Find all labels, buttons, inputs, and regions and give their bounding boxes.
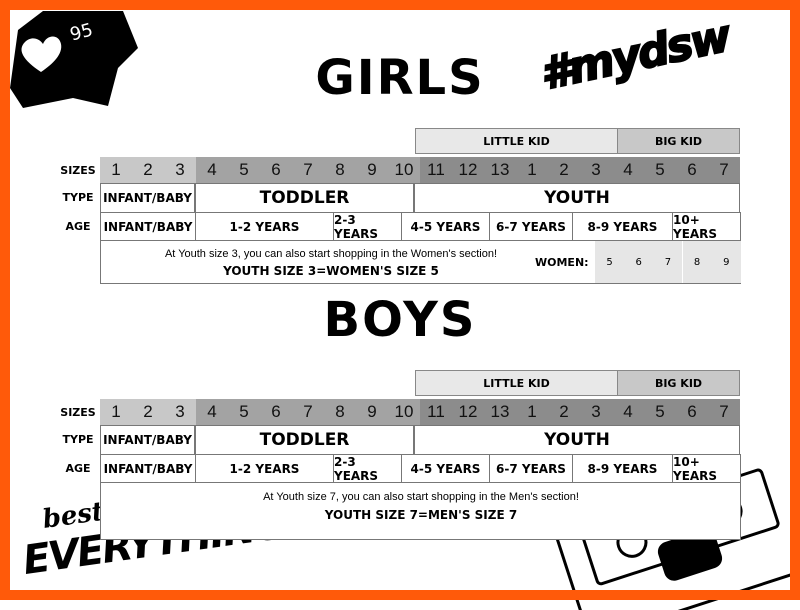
size-cell[interactable]: 3 [580, 157, 612, 183]
age-cell: 1-2 YEARS [195, 454, 334, 483]
size-cell[interactable]: 3 [164, 399, 196, 425]
age-cell: 8-9 YEARS [572, 212, 673, 241]
size-cell[interactable]: 5 [644, 399, 676, 425]
girls-size-chart: GIRLS LITTLE KID BIG KID SIZES TYPE AGE 1 2 3 4 5 6… [0, 50, 800, 290]
chart-title: BOYS [323, 292, 477, 348]
age-cell: 10+ YEARS [672, 212, 741, 241]
type-cell: TODDLER [195, 425, 414, 455]
age-cell: 6-7 YEARS [489, 212, 573, 241]
size-cell[interactable]: 2 [132, 157, 164, 183]
size-cell[interactable]: 7 [292, 157, 324, 183]
size-cell[interactable]: 4 [612, 157, 644, 183]
note-line-2: YOUTH SIZE 3=WOMEN'S SIZE 5 [223, 264, 439, 278]
size-cell[interactable]: 11 [420, 399, 452, 425]
size-cell[interactable]: 7 [708, 399, 740, 425]
size-cell[interactable]: 13 [484, 399, 516, 425]
note-line-1: At Youth size 3, you can also start shop… [164, 248, 498, 260]
size-cell[interactable]: 4 [196, 157, 228, 183]
age-cell: 10+ YEARS [672, 454, 741, 483]
type-cell: TODDLER [195, 183, 414, 213]
heart-icon [10, 11, 138, 108]
sizes-label: SIZES [60, 406, 96, 419]
type-label: TYPE [62, 433, 94, 446]
type-cell: YOUTH [414, 183, 740, 213]
women-size-cell: 5 [595, 241, 624, 283]
size-cell[interactable]: 13 [484, 157, 516, 183]
size-cell[interactable]: 5 [644, 157, 676, 183]
age-label: AGE [65, 220, 91, 233]
size-cell[interactable]: 1 [516, 399, 548, 425]
age-cell: INFANT/BABY [100, 212, 196, 241]
little-kid-header: LITTLE KID [415, 370, 618, 396]
size-cell[interactable]: 10 [388, 399, 420, 425]
size-cell[interactable]: 2 [548, 399, 580, 425]
type-label: TYPE [62, 191, 94, 204]
age-cell: 2-3 YEARS [333, 454, 402, 483]
size-cell[interactable]: 10 [388, 157, 420, 183]
age-cell: 1-2 YEARS [195, 212, 334, 241]
note-box: At Youth size 7, you can also start shop… [100, 482, 741, 540]
women-size-cell: 7 [653, 241, 683, 283]
size-cell[interactable]: 5 [228, 157, 260, 183]
type-cell: INFANT/BABY [100, 425, 195, 455]
type-cell: YOUTH [414, 425, 740, 455]
size-cell[interactable]: 11 [420, 157, 452, 183]
size-cell[interactable]: 8 [324, 157, 356, 183]
age-cell: 4-5 YEARS [401, 454, 490, 483]
size-cell[interactable]: 6 [676, 399, 708, 425]
note-line-2: YOUTH SIZE 7=MEN'S SIZE 7 [324, 508, 518, 522]
little-kid-header: LITTLE KID [415, 128, 618, 154]
size-cell[interactable]: 9 [356, 157, 388, 183]
size-cell[interactable]: 6 [260, 399, 292, 425]
note-box: At Youth size 3, you can also start shop… [100, 240, 741, 284]
note-line-1: At Youth size 7, you can also start shop… [263, 491, 579, 503]
age-cell: 4-5 YEARS [401, 212, 490, 241]
boys-size-chart: BOYS LITTLE KID BIG KID SIZES TYPE AGE 1 2 3 4 5 6 7… [0, 292, 800, 540]
size-cell[interactable]: 8 [324, 399, 356, 425]
sizes-label: SIZES [60, 164, 96, 177]
size-cell[interactable]: 3 [580, 399, 612, 425]
age-cell: 2-3 YEARS [333, 212, 402, 241]
size-cell[interactable]: 6 [260, 157, 292, 183]
size-cell[interactable]: 3 [164, 157, 196, 183]
women-size-cell: 8 [682, 241, 712, 283]
age-cell: 6-7 YEARS [489, 454, 573, 483]
size-cell[interactable]: 7 [708, 157, 740, 183]
women-label: WOMEN: [535, 256, 589, 269]
women-size-cell: 6 [624, 241, 654, 283]
big-kid-header: BIG KID [617, 128, 740, 154]
size-cell[interactable]: 4 [196, 399, 228, 425]
size-cell[interactable]: 1 [100, 157, 132, 183]
type-cell: INFANT/BABY [100, 183, 195, 213]
size-cell[interactable]: 2 [548, 157, 580, 183]
age-cell: INFANT/BABY [100, 454, 196, 483]
size-cell[interactable]: 6 [676, 157, 708, 183]
size-cell[interactable]: 12 [452, 399, 484, 425]
size-cell[interactable]: 1 [516, 157, 548, 183]
size-cell[interactable]: 9 [356, 399, 388, 425]
big-kid-header: BIG KID [617, 370, 740, 396]
size-cell[interactable]: 1 [100, 399, 132, 425]
chart-title: GIRLS [315, 50, 485, 106]
women-size-cell: 9 [711, 241, 741, 283]
age-label: AGE [65, 462, 91, 475]
likes-badge[interactable]: 95 [8, 8, 138, 108]
age-cell: 8-9 YEARS [572, 454, 673, 483]
size-cell[interactable]: 7 [292, 399, 324, 425]
size-cell[interactable]: 2 [132, 399, 164, 425]
size-cell[interactable]: 5 [228, 399, 260, 425]
size-cell[interactable]: 4 [612, 399, 644, 425]
size-cell[interactable]: 12 [452, 157, 484, 183]
